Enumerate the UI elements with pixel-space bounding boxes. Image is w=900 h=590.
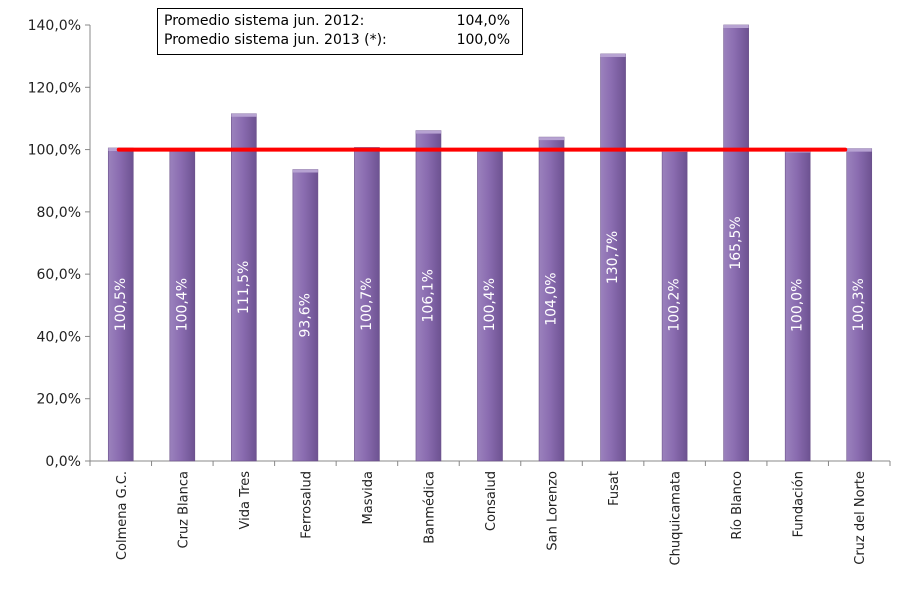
bar-cap (292, 169, 318, 173)
category-label: Fusat (607, 471, 622, 506)
bar (107, 147, 134, 462)
category-label: Río Blanco (730, 471, 745, 540)
category-label: Chuquicamata (669, 471, 684, 565)
bar-cap (231, 113, 257, 117)
data-label: 100,7% (359, 278, 375, 331)
legend-row-2013: Promedio sistema jun. 2013 (*): 100,0% (164, 31, 516, 50)
category-label: Consalud (484, 471, 499, 531)
y-tick-label: 100,0% (28, 143, 81, 159)
bar-cap (600, 53, 626, 57)
data-label: 100,3% (851, 278, 867, 331)
category-label: Ferrosalud (299, 471, 314, 539)
bar-cap (415, 130, 441, 134)
bar (538, 136, 565, 462)
data-label: 93,6% (297, 293, 313, 337)
bar (846, 148, 873, 462)
category-label: Vida Tres (238, 471, 253, 530)
category-label: Masvida (361, 471, 376, 524)
category-label: Fundación (792, 471, 807, 537)
y-tick-label: 80,0% (37, 205, 81, 221)
y-tick-label: 20,0% (37, 392, 81, 408)
legend-box: Promedio sistema jun. 2012: 104,0% Prome… (157, 8, 523, 55)
y-tick-label: 140,0% (28, 18, 81, 34)
axes: 0,0% 20,0% 40,0% 60,0% 80,0% 100,0% 120,0% 140,… (28, 18, 891, 470)
y-tick-label: 40,0% (37, 329, 81, 345)
y-tick-label: 60,0% (37, 267, 81, 283)
data-label: 106,1% (420, 269, 436, 322)
legend-row2-label: Promedio sistema jun. 2013 (*): (164, 32, 387, 48)
bar (292, 169, 319, 462)
data-label: 100,4% (174, 278, 190, 331)
labels: 100,5% Colmena G.C. 100,4% Cruz Blanca 111,5… (113, 216, 868, 565)
category-label: San Lorenzo (546, 471, 561, 551)
legend-row1-label: Promedio sistema jun. 2012: (164, 13, 365, 29)
data-label: 130,7% (605, 231, 621, 284)
bar (784, 149, 811, 462)
bar (231, 113, 257, 462)
category-label: Banmédica (422, 471, 437, 544)
legend-row-2012: Promedio sistema jun. 2012: 104,0% (164, 12, 516, 31)
data-label: 100,2% (667, 278, 683, 331)
bar (600, 53, 626, 462)
bars (107, 24, 873, 462)
category-label: Cruz del Norte (853, 471, 868, 565)
data-label: 111,5% (236, 261, 252, 314)
bar-cap (723, 25, 749, 28)
bar-cap (846, 148, 872, 152)
bar (477, 148, 503, 462)
data-label: 100,0% (790, 279, 806, 332)
data-label: 104,0% (544, 272, 560, 325)
legend-row2-value: 100,0% (456, 32, 510, 48)
category-label: Cruz Blanca (176, 471, 191, 548)
category-label: Colmena G.C. (115, 471, 130, 560)
y-tick-label: 0,0% (45, 454, 81, 470)
bar (169, 148, 196, 462)
bar-cap (539, 137, 565, 141)
y-tick-label: 120,0% (28, 80, 81, 96)
data-label: 100,4% (482, 278, 498, 331)
data-label: 165,5% (728, 216, 744, 269)
bar (723, 24, 749, 462)
legend-row1-value: 104,0% (456, 13, 510, 29)
data-label: 100,5% (113, 278, 129, 331)
